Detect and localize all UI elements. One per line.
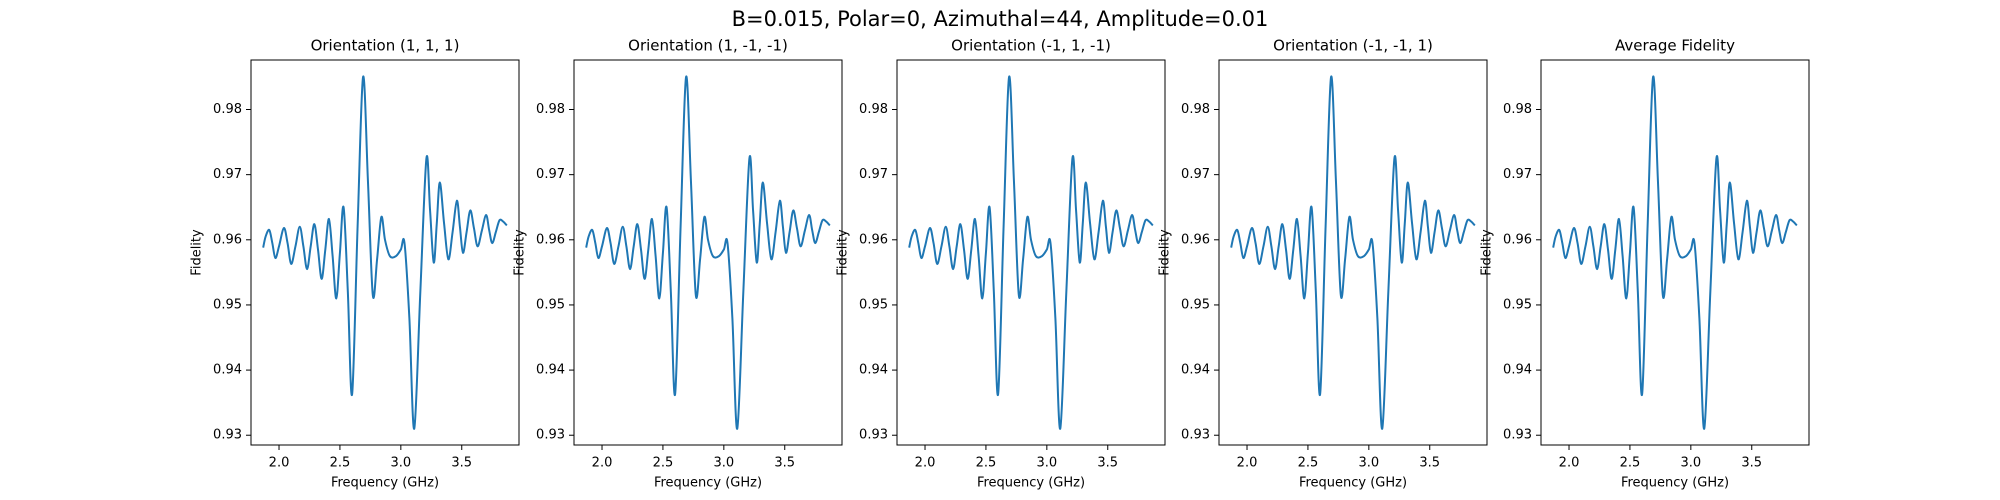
subplot-title: Orientation (1, 1, 1) (311, 37, 460, 55)
y-axis-label: Fidelity (513, 229, 528, 276)
x-tick-label: 3.5 (451, 456, 472, 471)
y-tick-label: 0.98 (536, 102, 565, 117)
y-tick-label: 0.95 (1181, 297, 1210, 312)
x-tick-label: 2.0 (592, 456, 613, 471)
y-tick-label: 0.96 (536, 232, 565, 247)
y-tick-label: 0.97 (213, 167, 242, 182)
x-tick-label: 3.5 (1741, 456, 1762, 471)
y-tick-label: 0.93 (536, 428, 565, 443)
y-tick-label: 0.97 (1503, 167, 1532, 182)
y-tick-label: 0.95 (1503, 297, 1532, 312)
x-tick-label: 2.5 (1298, 456, 1319, 471)
y-tick-label: 0.95 (536, 297, 565, 312)
y-tick-label: 0.93 (213, 428, 242, 443)
x-tick-label: 2.5 (653, 456, 674, 471)
subplot-title: Average Fidelity (1615, 37, 1735, 55)
y-tick-label: 0.93 (859, 428, 888, 443)
data-line (908, 75, 1154, 430)
y-axis-label: Fidelity (836, 229, 851, 276)
y-tick-label: 0.94 (536, 363, 565, 378)
y-tick-label: 0.97 (536, 167, 565, 182)
y-tick-label: 0.93 (1181, 428, 1210, 443)
y-axis-label: Fidelity (1158, 229, 1173, 276)
y-axis-label: Fidelity (190, 229, 205, 276)
y-tick-label: 0.96 (1181, 232, 1210, 247)
subplot-title: Orientation (1, -1, -1) (628, 37, 788, 55)
x-tick-label: 2.5 (330, 456, 351, 471)
x-tick-label: 3.5 (1097, 456, 1118, 471)
y-tick-label: 0.96 (859, 232, 888, 247)
x-tick-label: 3.0 (390, 456, 411, 471)
data-line (1230, 75, 1476, 430)
y-tick-label: 0.95 (213, 297, 242, 312)
subplot-title: Orientation (-1, -1, 1) (1273, 37, 1433, 55)
x-tick-label: 3.0 (1680, 456, 1701, 471)
axes-frame (896, 59, 1166, 446)
y-tick-label: 0.94 (1503, 363, 1532, 378)
x-tick-label: 2.0 (1237, 456, 1258, 471)
y-tick-label: 0.98 (213, 102, 242, 117)
y-tick-label: 0.94 (859, 363, 888, 378)
y-tick-label: 0.94 (1181, 363, 1210, 378)
x-axis-label: Frequency (GHz) (977, 476, 1085, 491)
axes-frame (1540, 59, 1810, 446)
figure-title: B=0.015, Polar=0, Azimuthal=44, Amplitud… (732, 7, 1269, 31)
y-tick-label: 0.94 (213, 363, 242, 378)
x-tick-label: 3.5 (774, 456, 795, 471)
data-line (585, 75, 831, 430)
data-line (262, 75, 508, 430)
y-tick-label: 0.96 (213, 232, 242, 247)
data-line (1552, 75, 1798, 430)
subplot-title: Orientation (-1, 1, -1) (951, 37, 1111, 55)
x-tick-label: 2.5 (1620, 456, 1641, 471)
axes-frame (250, 59, 520, 446)
x-tick-label: 3.0 (1358, 456, 1379, 471)
x-tick-label: 3.5 (1419, 456, 1440, 471)
x-tick-label: 2.5 (976, 456, 997, 471)
x-axis-label: Frequency (GHz) (1621, 476, 1729, 491)
y-tick-label: 0.95 (859, 297, 888, 312)
axes-frame (1218, 59, 1488, 446)
y-tick-label: 0.98 (859, 102, 888, 117)
y-tick-label: 0.97 (1181, 167, 1210, 182)
x-tick-label: 3.0 (713, 456, 734, 471)
x-tick-label: 2.0 (1559, 456, 1580, 471)
axes-frame (573, 59, 843, 446)
y-tick-label: 0.98 (1181, 102, 1210, 117)
x-tick-label: 2.0 (915, 456, 936, 471)
y-tick-label: 0.93 (1503, 428, 1532, 443)
x-axis-label: Frequency (GHz) (654, 476, 762, 491)
x-axis-label: Frequency (GHz) (1299, 476, 1407, 491)
x-tick-label: 2.0 (269, 456, 290, 471)
x-tick-label: 3.0 (1036, 456, 1057, 471)
y-axis-label: Fidelity (1480, 229, 1495, 276)
y-tick-label: 0.97 (859, 167, 888, 182)
y-tick-label: 0.96 (1503, 232, 1532, 247)
x-axis-label: Frequency (GHz) (331, 476, 439, 491)
y-tick-label: 0.98 (1503, 102, 1532, 117)
